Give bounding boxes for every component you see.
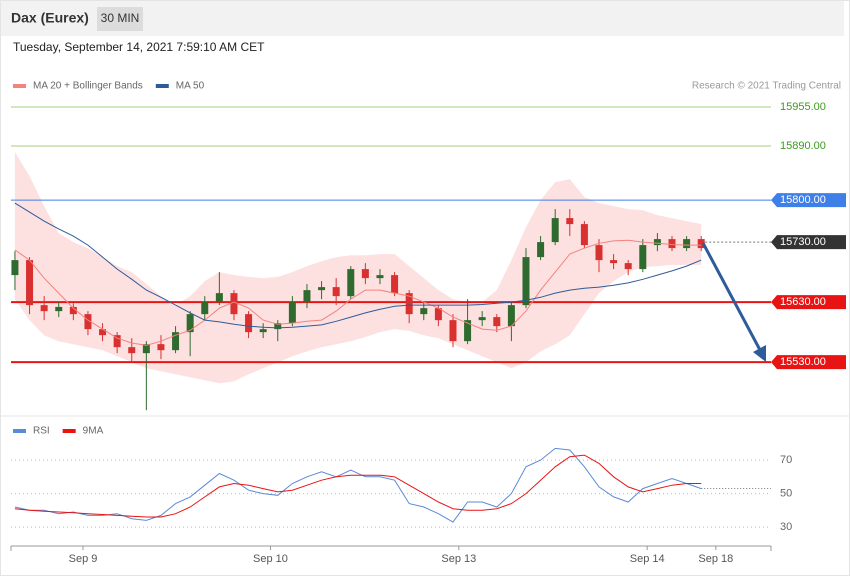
level-tag — [771, 193, 846, 208]
candle-body — [215, 293, 223, 303]
legend-label: 9MA — [83, 426, 104, 437]
legend-label: MA 20 + Bollinger Bands — [33, 81, 143, 92]
candle-body — [610, 260, 618, 264]
candle-body — [668, 239, 676, 249]
candle-body — [653, 239, 661, 246]
candle-body — [493, 317, 501, 327]
candle-body — [40, 305, 48, 312]
level-label: 15890.00 — [780, 140, 826, 152]
candle-body — [26, 260, 34, 306]
candle-body — [69, 306, 77, 315]
level-label: 15955.00 — [780, 101, 826, 113]
candle-body — [683, 239, 691, 249]
candle-body — [128, 347, 136, 354]
candle-body — [391, 275, 399, 294]
timestamp: Tuesday, September 14, 2021 7:59:10 AM C… — [13, 40, 265, 54]
candle-body — [478, 317, 486, 321]
candle-body — [507, 305, 515, 327]
candle-body — [99, 329, 107, 336]
legend-swatch — [155, 84, 169, 88]
candle-body — [566, 218, 574, 225]
candle-body — [434, 308, 442, 321]
candle-body — [595, 245, 603, 261]
legend-label: MA 50 — [176, 81, 205, 92]
candle-body — [332, 287, 340, 297]
legend-swatch — [13, 429, 26, 433]
level-tag — [771, 295, 846, 310]
x-tick-label: Sep 13 — [441, 553, 476, 565]
candle-body — [186, 314, 194, 333]
candle-body — [318, 287, 326, 291]
candle-body — [376, 275, 384, 279]
candle-body — [172, 332, 180, 351]
candle-body — [697, 239, 705, 249]
plot-layer: MA 20 + Bollinger Bands MA 50 15955.00 1589… — [10, 81, 846, 565]
candle-body — [347, 269, 355, 297]
candle-body — [580, 224, 588, 246]
legend-swatch — [13, 84, 26, 88]
candle-body — [288, 302, 296, 324]
candle-body — [142, 344, 150, 354]
candle-body — [245, 314, 253, 333]
x-tick-label: Sep 14 — [630, 553, 665, 565]
candle-body — [157, 344, 165, 351]
candle-body — [522, 257, 530, 306]
x-tick-label: Sep 9 — [69, 553, 98, 565]
forecast-arrow — [701, 242, 762, 351]
level-label: 15630.00 — [780, 296, 826, 308]
candle-body — [11, 260, 19, 276]
x-tick-label: Sep 18 — [698, 553, 733, 565]
candle-body — [449, 320, 457, 342]
indicator-line — [14, 202, 702, 329]
candle-body — [230, 293, 238, 315]
line-series — [14, 454, 702, 518]
forecast-arrowhead — [753, 345, 766, 362]
candle-body — [639, 245, 647, 270]
interval-button[interactable] — [97, 7, 143, 31]
line-series — [14, 447, 702, 523]
candle-body — [624, 263, 632, 270]
level-label: 15800.00 — [780, 194, 826, 206]
bollinger-band — [14, 152, 702, 384]
level-label: 15730.00 — [780, 236, 826, 248]
candle-body — [464, 320, 472, 342]
y-tick-label: 30 — [780, 521, 792, 533]
candle-body — [259, 329, 267, 333]
y-tick-label: 50 — [780, 487, 792, 499]
candle-body — [274, 323, 282, 330]
candle-body — [551, 218, 559, 243]
candle-body — [405, 293, 413, 315]
candle-body — [55, 306, 63, 312]
credit: Research © 2021 Trading Central — [692, 81, 841, 92]
level-tag — [771, 355, 846, 370]
candle-body — [420, 308, 428, 315]
candle-body — [113, 335, 121, 348]
interval-label[interactable]: 30 MIN — [101, 11, 140, 25]
legend-label: RSI — [33, 426, 50, 437]
x-tick-label: Sep 10 — [253, 553, 288, 565]
candle-body — [201, 302, 209, 315]
indicator-line — [14, 239, 702, 346]
y-tick-label: 70 — [780, 454, 792, 466]
candle-body — [303, 290, 311, 303]
level-label: 15530.00 — [780, 356, 826, 368]
instrument-title: Dax (Eurex) — [11, 10, 89, 26]
legend-swatch — [62, 429, 76, 433]
candle-body — [361, 269, 369, 279]
level-tag — [771, 235, 846, 250]
candle-body — [84, 314, 92, 330]
candle-body — [537, 242, 545, 258]
